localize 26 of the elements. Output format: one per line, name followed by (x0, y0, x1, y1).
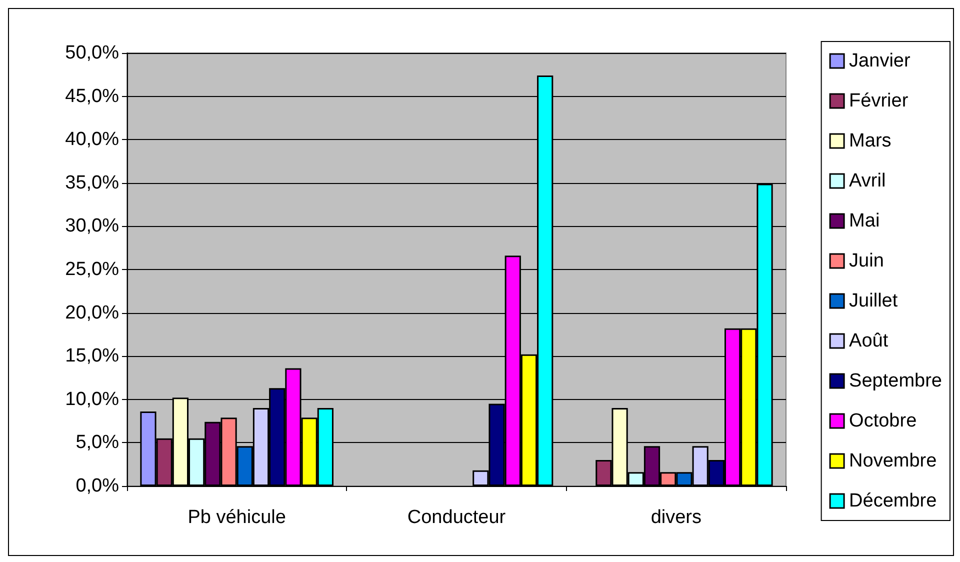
y-tick-label: 5,0% (76, 432, 120, 454)
legend-label: Novembre (849, 450, 937, 472)
x-tick-label: Pb véhicule (188, 507, 286, 528)
y-tick-label: 10,0% (65, 388, 120, 410)
legend-label: Juin (849, 250, 884, 272)
legend-label: Septembre (849, 370, 942, 392)
legend-label: Août (849, 330, 889, 352)
legend-label: Décembre (849, 490, 937, 512)
legend-label: Mars (849, 130, 892, 152)
legend-label: Mai (849, 210, 880, 232)
y-tick-label: 45,0% (65, 86, 120, 107)
y-tick-label: 30,0% (65, 216, 120, 237)
y-tick-label: 15,0% (65, 346, 120, 367)
x-tick-label: divers (650, 507, 702, 528)
legend-label: Juillet (849, 290, 898, 312)
y-tick-label: 35,0% (65, 172, 120, 194)
y-tick-label: 0,0% (76, 476, 120, 496)
y-tick-label: 40,0% (65, 129, 120, 150)
y-tick-label: 20,0% (65, 302, 120, 324)
legend-label: Avril (849, 170, 886, 192)
legend-label: Janvier (849, 50, 911, 72)
y-tick-label: 50,0% (65, 42, 120, 64)
x-tick-label: Conducteur (407, 507, 506, 528)
legend-label: Février (849, 90, 909, 112)
legend-label: Octobre (849, 410, 917, 432)
y-tick-label: 25,0% (65, 259, 120, 280)
